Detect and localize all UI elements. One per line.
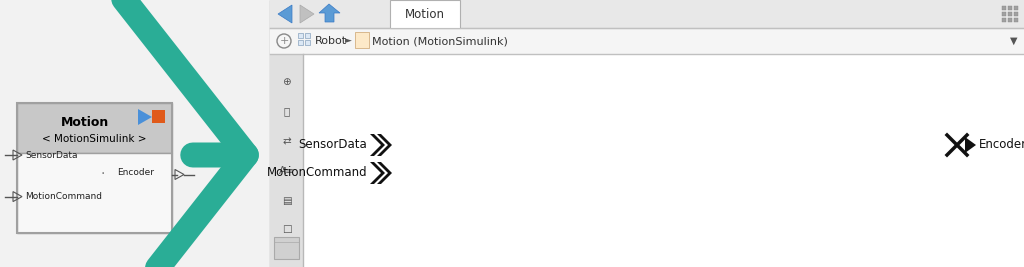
FancyBboxPatch shape bbox=[270, 0, 1024, 28]
FancyBboxPatch shape bbox=[270, 0, 1024, 267]
FancyBboxPatch shape bbox=[0, 0, 270, 267]
Text: ⛶: ⛶ bbox=[284, 107, 290, 116]
Polygon shape bbox=[300, 5, 314, 23]
Text: ▤: ▤ bbox=[282, 196, 292, 206]
Polygon shape bbox=[138, 109, 152, 125]
Text: Encoder: Encoder bbox=[117, 168, 154, 177]
FancyBboxPatch shape bbox=[1002, 18, 1006, 22]
Text: < MotionSimulink >: < MotionSimulink > bbox=[42, 134, 146, 144]
FancyBboxPatch shape bbox=[1008, 18, 1012, 22]
FancyBboxPatch shape bbox=[274, 237, 299, 259]
FancyBboxPatch shape bbox=[1014, 6, 1018, 10]
FancyBboxPatch shape bbox=[1014, 18, 1018, 22]
Text: ⊕: ⊕ bbox=[283, 77, 291, 87]
FancyBboxPatch shape bbox=[303, 54, 1024, 267]
FancyBboxPatch shape bbox=[152, 110, 165, 123]
Text: Motion: Motion bbox=[61, 116, 110, 128]
FancyBboxPatch shape bbox=[390, 0, 460, 28]
FancyBboxPatch shape bbox=[1002, 12, 1006, 16]
FancyBboxPatch shape bbox=[270, 54, 303, 267]
Text: Robot: Robot bbox=[315, 36, 347, 46]
Text: Motion: Motion bbox=[406, 7, 445, 21]
Polygon shape bbox=[377, 162, 392, 184]
Text: ·: · bbox=[100, 167, 104, 182]
FancyBboxPatch shape bbox=[1014, 12, 1018, 16]
Polygon shape bbox=[377, 134, 392, 156]
Text: SensorData: SensorData bbox=[298, 139, 367, 151]
FancyBboxPatch shape bbox=[270, 28, 1024, 54]
FancyBboxPatch shape bbox=[298, 40, 303, 45]
Polygon shape bbox=[278, 5, 292, 23]
Text: MotionCommand: MotionCommand bbox=[266, 167, 367, 179]
Polygon shape bbox=[370, 134, 385, 156]
FancyBboxPatch shape bbox=[305, 33, 310, 38]
Text: □: □ bbox=[282, 224, 292, 234]
FancyBboxPatch shape bbox=[17, 153, 172, 233]
FancyBboxPatch shape bbox=[1008, 12, 1012, 16]
Text: SensorData: SensorData bbox=[25, 151, 78, 159]
FancyBboxPatch shape bbox=[305, 40, 310, 45]
Text: +: + bbox=[280, 36, 289, 46]
Text: Motion (MotionSimulink): Motion (MotionSimulink) bbox=[372, 36, 508, 46]
FancyBboxPatch shape bbox=[298, 33, 303, 38]
Text: Encoder: Encoder bbox=[979, 139, 1024, 151]
Text: ▼: ▼ bbox=[1011, 36, 1018, 46]
Polygon shape bbox=[370, 162, 385, 184]
FancyBboxPatch shape bbox=[1008, 6, 1012, 10]
FancyBboxPatch shape bbox=[1002, 6, 1006, 10]
Text: MotionCommand: MotionCommand bbox=[25, 192, 102, 201]
Text: ►: ► bbox=[345, 37, 352, 45]
Polygon shape bbox=[319, 4, 340, 22]
Text: A≡: A≡ bbox=[279, 166, 295, 176]
FancyBboxPatch shape bbox=[17, 103, 172, 153]
FancyBboxPatch shape bbox=[355, 32, 369, 48]
Text: ⇄: ⇄ bbox=[283, 136, 291, 146]
Polygon shape bbox=[965, 137, 976, 153]
